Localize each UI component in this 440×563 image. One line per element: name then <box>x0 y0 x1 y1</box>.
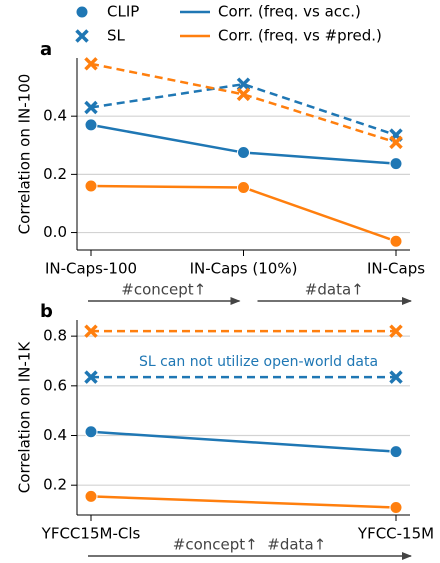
point <box>389 135 403 150</box>
y-tick-label: 0.4 <box>43 426 67 444</box>
x-tick-label: IN-Caps <box>367 260 425 278</box>
panel-label: a <box>40 39 52 60</box>
y-tick-label: 0.2 <box>43 476 67 494</box>
point <box>389 324 403 338</box>
point <box>84 489 98 503</box>
y-axis-label: Correlation on IN-1K <box>16 341 34 494</box>
point <box>236 87 251 102</box>
legend-label: Corr. (freq. vs acc.) <box>218 3 361 21</box>
point <box>84 100 98 115</box>
point <box>84 370 98 384</box>
series-line <box>90 430 397 453</box>
point <box>237 146 250 160</box>
point <box>389 445 403 459</box>
arrow-label: #data↑ <box>305 281 364 299</box>
point <box>389 157 403 171</box>
annotation: SL can not utilize open-world data <box>139 354 378 370</box>
y-tick-label: 0.4 <box>43 107 67 125</box>
legend-label: SL <box>107 27 126 45</box>
y-tick-label: 0.2 <box>43 165 67 183</box>
y-tick-label: 0.0 <box>43 223 67 241</box>
point <box>236 77 251 91</box>
legend-label: CLIP <box>107 3 139 21</box>
point <box>75 5 89 19</box>
arrow-label: #concept↑ <box>121 281 206 299</box>
point <box>84 425 98 439</box>
point <box>389 501 403 515</box>
panel-label: b <box>40 301 53 322</box>
point <box>84 179 98 193</box>
point <box>84 57 98 71</box>
point <box>84 324 98 338</box>
series-line <box>90 495 397 509</box>
series-line <box>90 82 397 137</box>
point <box>84 118 98 132</box>
point <box>75 29 89 43</box>
series-line <box>90 62 397 144</box>
x-tick-label: IN-Caps (10%) <box>190 260 298 278</box>
point <box>389 370 403 384</box>
y-tick-label: 0.8 <box>43 327 67 345</box>
point <box>237 180 250 194</box>
y-tick-label: 0.6 <box>43 376 67 394</box>
arrow-label: #concept↑ #data↑ <box>173 536 326 554</box>
x-tick-label: YFCC15M-Cls <box>41 525 141 543</box>
y-axis-label: Correlation on IN-100 <box>16 74 34 235</box>
x-tick-label: YFCC-15M <box>357 525 434 543</box>
point <box>389 234 403 248</box>
x-tick-label: IN-Caps-100 <box>45 260 137 278</box>
legend-label: Corr. (freq. vs #pred.) <box>218 27 382 45</box>
